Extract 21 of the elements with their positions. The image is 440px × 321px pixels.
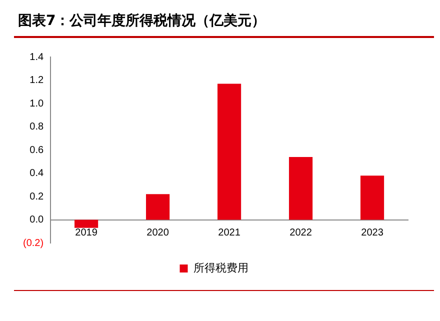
x-tick-label: 2020 [146, 228, 170, 238]
y-tick-label: 0.2 [30, 191, 44, 202]
x-tick-label: 2023 [361, 228, 384, 238]
chart-title: 图表7：公司年度所得税情况（亿美元） [18, 12, 266, 30]
bar [146, 194, 170, 220]
x-tick-label: 2021 [218, 228, 241, 238]
bar [74, 220, 98, 228]
bar [360, 176, 384, 220]
x-tick-label: 2019 [75, 228, 98, 238]
legend-label: 所得税费用 [193, 261, 248, 274]
y-tick-label: 1.0 [30, 98, 44, 110]
bar [288, 156, 313, 220]
bar [217, 84, 242, 220]
y-tick-label: (0.2) [23, 238, 44, 249]
y-tick-label: 0.4 [30, 168, 44, 179]
y-tick-label: 0.6 [30, 144, 44, 156]
y-tick-label: 0.0 [30, 214, 44, 226]
y-tick-label: 1.4 [30, 52, 44, 63]
y-tick-label: 1.2 [30, 75, 44, 86]
y-tick-label: 0.8 [30, 122, 44, 132]
x-tick-label: 2022 [290, 228, 312, 238]
